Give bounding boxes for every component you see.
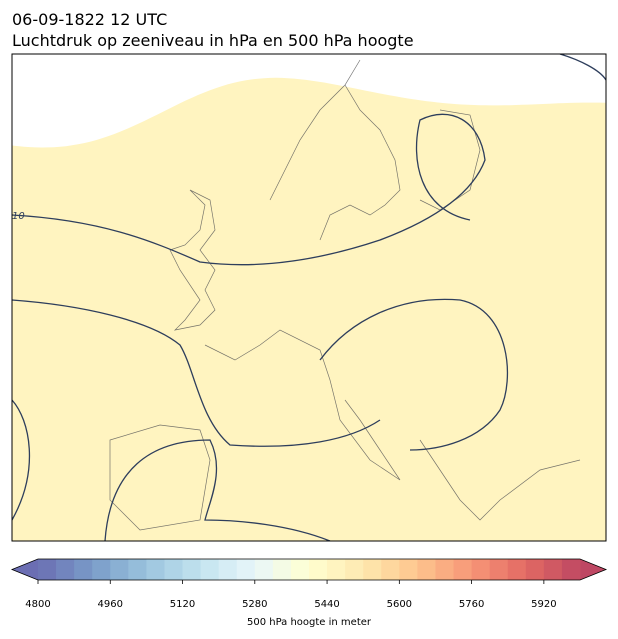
map-lines <box>12 54 606 541</box>
colorbar-segment <box>110 559 129 580</box>
colorbar-segment <box>507 559 527 580</box>
field-band <box>12 77 606 541</box>
colorbar-tick-label: 5760 <box>459 599 484 610</box>
colorbar-tick-label: 5920 <box>531 599 556 610</box>
colorbar-segment <box>345 559 364 580</box>
colorbar-segment <box>254 559 274 580</box>
colorbar-segment <box>399 559 418 580</box>
coastlines <box>109 59 581 531</box>
colorbar-segment <box>146 559 165 580</box>
colorbar-segment <box>489 559 509 580</box>
colorbar-extend-low <box>12 559 38 580</box>
colorbar-tick-label: 5440 <box>314 599 339 610</box>
colorbar-segment <box>272 559 292 580</box>
colorbar-tick-label: 5120 <box>170 599 195 610</box>
colorbar-segment <box>525 559 545 580</box>
date-title: 06-09-1822 12 UTC <box>12 10 167 29</box>
contour-label: 10 <box>12 211 25 222</box>
colorbar-segment <box>200 559 220 580</box>
colorbar-tick-label: 5280 <box>242 599 267 610</box>
colorbar-segment <box>128 559 147 580</box>
colorbar-outline <box>10 558 608 581</box>
colorbar-segment <box>471 559 491 580</box>
colorbar-label: 500 hPa hoogte in meter <box>247 617 372 628</box>
map-frame <box>11 53 607 542</box>
colorbar-segment <box>453 559 473 580</box>
colorbar-segment <box>164 559 184 580</box>
isobars <box>12 54 606 541</box>
colorbar-segment <box>38 559 57 580</box>
colorbar-segment <box>74 559 93 580</box>
colorbar-segment <box>561 559 581 580</box>
colorbar-segment <box>309 559 328 580</box>
colorbar-segment <box>363 559 382 580</box>
colorbar-tick-label: 4800 <box>25 599 50 610</box>
colorbar-extend-high <box>580 559 606 580</box>
colorbar-segment <box>236 559 256 580</box>
colorbar-segment <box>543 559 563 580</box>
colorbar-tick-label: 5600 <box>387 599 412 610</box>
colorbar-segment <box>327 559 346 580</box>
colorbar-segment <box>56 559 75 580</box>
colorbar: 4800 4960 5120 5280 5440 5600 5760 5920 <box>10 558 608 610</box>
map-field <box>12 77 606 541</box>
colorbar-segment <box>182 559 202 580</box>
colorbar-segment <box>381 559 400 580</box>
colorbar-segment <box>435 559 455 580</box>
colorbar-segment <box>92 559 111 580</box>
colorbar-segment <box>290 559 310 580</box>
colorbar-segment <box>417 559 436 580</box>
colorbar-segment <box>218 559 238 580</box>
colorbar-tick-label: 4960 <box>98 599 123 610</box>
map-title: Luchtdruk op zeeniveau in hPa en 500 hPa… <box>12 31 414 50</box>
